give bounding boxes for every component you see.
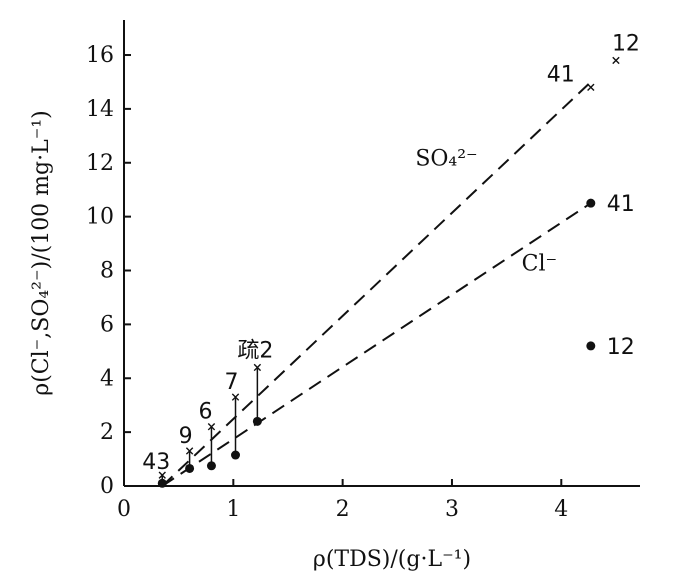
trend-lines — [161, 81, 592, 487]
series-labels: SO₄²⁻ Cl⁻ — [415, 146, 557, 276]
so4-point — [612, 56, 620, 65]
x-tick-label: 4 — [554, 497, 568, 522]
so4-point — [207, 423, 216, 431]
y-tick-label: 4 — [100, 366, 114, 391]
trend-line — [161, 202, 592, 487]
so4-point — [231, 393, 240, 401]
cl-point — [586, 198, 596, 208]
point-label: 12 — [612, 31, 640, 56]
x-tick-label: 3 — [445, 497, 459, 522]
y-axis-title: ρ(Cl⁻,SO₄²⁻)/(100 mg·L⁻¹) — [29, 110, 54, 395]
so4-point — [158, 471, 166, 479]
series-label-so4: SO₄²⁻ — [415, 146, 477, 171]
so4-point-stroke — [612, 56, 620, 65]
point-labels: 43 967 疏2 41 12 41 12 — [142, 31, 640, 475]
cl-point — [157, 478, 167, 488]
y-tick-label: 2 — [100, 420, 114, 445]
so4-point-stroke — [207, 423, 216, 431]
y-tick-label: 16 — [86, 43, 114, 68]
point-label: 疏2 — [237, 338, 273, 363]
cl-point — [185, 463, 195, 473]
x-axis-title: ρ(TDS)/(g·L⁻¹) — [313, 547, 471, 572]
x-tick-label: 0 — [117, 497, 131, 522]
y-tick-label: 0 — [100, 474, 114, 499]
y-tick-label: 12 — [86, 151, 114, 176]
y-tick-label: 8 — [100, 259, 114, 284]
point-label: 6 — [198, 400, 212, 425]
cl-point — [586, 341, 596, 351]
so4-point-stroke — [587, 83, 595, 92]
point-label: 41 — [547, 62, 575, 87]
so4-point — [587, 83, 595, 92]
so4-point-stroke — [231, 393, 240, 401]
y-tick-label: 14 — [86, 97, 114, 122]
point-label: 9 — [179, 424, 193, 449]
point-label: 7 — [225, 370, 239, 395]
y-tick-label: 10 — [86, 205, 114, 230]
so4-point — [185, 447, 194, 455]
point-label: 43 — [142, 450, 170, 475]
so4-point-stroke — [158, 471, 166, 479]
cl-point — [206, 461, 216, 471]
cl-point — [252, 416, 262, 426]
markers — [157, 56, 620, 488]
x-tick-label: 1 — [226, 497, 240, 522]
so4-point — [253, 363, 262, 372]
y-tick-label: 6 — [100, 312, 114, 337]
x-tick-label: 2 — [336, 497, 350, 522]
series-label-cl: Cl⁻ — [522, 252, 557, 277]
trend-line — [161, 81, 592, 487]
point-label: 41 — [607, 192, 635, 217]
point-label: 12 — [607, 335, 635, 360]
cl-point — [231, 450, 241, 460]
so4-point-stroke — [253, 363, 262, 372]
so4-point-stroke — [185, 447, 194, 455]
